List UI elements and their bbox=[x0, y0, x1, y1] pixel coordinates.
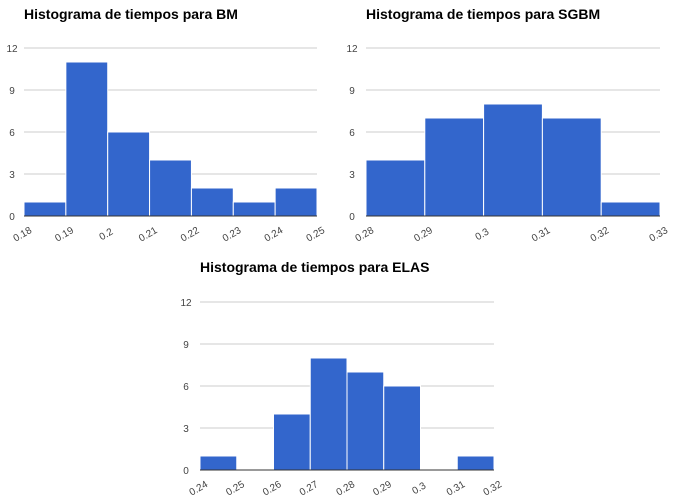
histogram-bar bbox=[107, 131, 151, 217]
y-tick-label: 3 bbox=[349, 170, 355, 181]
histogram-bar bbox=[600, 201, 661, 217]
histogram-bar bbox=[149, 159, 192, 217]
y-tick-label: 0 bbox=[9, 212, 15, 223]
x-tick-label: 0.28 bbox=[354, 225, 377, 244]
chart-sgbm: Histograma de tiempos para SGBM 0 3 6 9 12 0.… bbox=[346, 6, 670, 244]
x-tick-label: 0.31 bbox=[530, 225, 553, 244]
y-tick-label: 12 bbox=[180, 298, 192, 309]
x-tick-label: 0.19 bbox=[53, 225, 76, 244]
histogram-bar bbox=[232, 201, 276, 217]
y-tick-label: 12 bbox=[6, 44, 18, 55]
chart-title: Histograma de tiempos para ELAS bbox=[200, 259, 430, 275]
histogram-bar bbox=[456, 455, 495, 471]
y-tick-label: 12 bbox=[346, 44, 358, 55]
chart-bm: Histograma de tiempos para BM 0 3 6 9 12 0.18… bbox=[6, 6, 327, 244]
x-tick-label: 0.3 bbox=[474, 226, 492, 243]
y-tick-label: 3 bbox=[183, 424, 189, 435]
histogram-bar bbox=[365, 159, 426, 217]
x-tick-label: 0.29 bbox=[412, 225, 435, 244]
y-tick-label: 3 bbox=[9, 170, 15, 181]
x-tick-label: 0.29 bbox=[371, 479, 394, 498]
x-tick-label: 0.32 bbox=[482, 479, 505, 498]
x-tick-label: 0.33 bbox=[648, 225, 671, 244]
y-tick-label: 6 bbox=[183, 382, 189, 393]
y-tick-label: 0 bbox=[183, 466, 189, 477]
x-tick-label: 0.2 bbox=[98, 226, 116, 243]
y-tick-label: 9 bbox=[349, 86, 355, 97]
chart-elas: Histograma de tiempos para ELAS 0 3 6 9 12 0.… bbox=[180, 259, 504, 498]
x-tick-label: 0.21 bbox=[137, 225, 160, 244]
y-tick-label: 0 bbox=[349, 212, 355, 223]
histogram-bar bbox=[346, 371, 385, 471]
histogram-bar bbox=[65, 61, 109, 217]
x-tick-label: 0.27 bbox=[298, 479, 321, 498]
y-tick-label: 6 bbox=[9, 128, 15, 139]
histogram-bar bbox=[23, 201, 67, 217]
histogram-bar bbox=[424, 117, 485, 217]
x-tick-label: 0.3 bbox=[410, 480, 428, 497]
x-tick-label: 0.22 bbox=[179, 225, 202, 244]
x-tick-label: 0.32 bbox=[589, 225, 612, 244]
x-tick-label: 0.26 bbox=[261, 479, 284, 498]
x-tick-label: 0.24 bbox=[188, 479, 211, 498]
x-tick-label: 0.23 bbox=[221, 225, 244, 244]
x-tick-label: 0.25 bbox=[305, 225, 328, 244]
x-tick-label: 0.31 bbox=[445, 479, 468, 498]
x-tick-label: 0.28 bbox=[335, 479, 358, 498]
histogram-bar bbox=[190, 187, 234, 217]
chart-title: Histograma de tiempos para SGBM bbox=[366, 6, 600, 22]
chart-title: Histograma de tiempos para BM bbox=[24, 6, 238, 22]
histogram-bar bbox=[274, 187, 318, 217]
x-tick-label: 0.24 bbox=[263, 225, 286, 244]
histogram-bar bbox=[309, 357, 348, 471]
y-tick-label: 6 bbox=[349, 128, 355, 139]
histogram-bar bbox=[383, 385, 421, 471]
x-tick-label: 0.18 bbox=[12, 225, 35, 244]
histogram-bar bbox=[199, 455, 238, 471]
y-tick-label: 9 bbox=[183, 340, 189, 351]
histogram-bar bbox=[273, 413, 311, 471]
histogram-bar bbox=[541, 117, 602, 217]
x-tick-label: 0.25 bbox=[224, 479, 247, 498]
histogram-bar bbox=[483, 103, 543, 217]
y-tick-label: 9 bbox=[9, 86, 15, 97]
